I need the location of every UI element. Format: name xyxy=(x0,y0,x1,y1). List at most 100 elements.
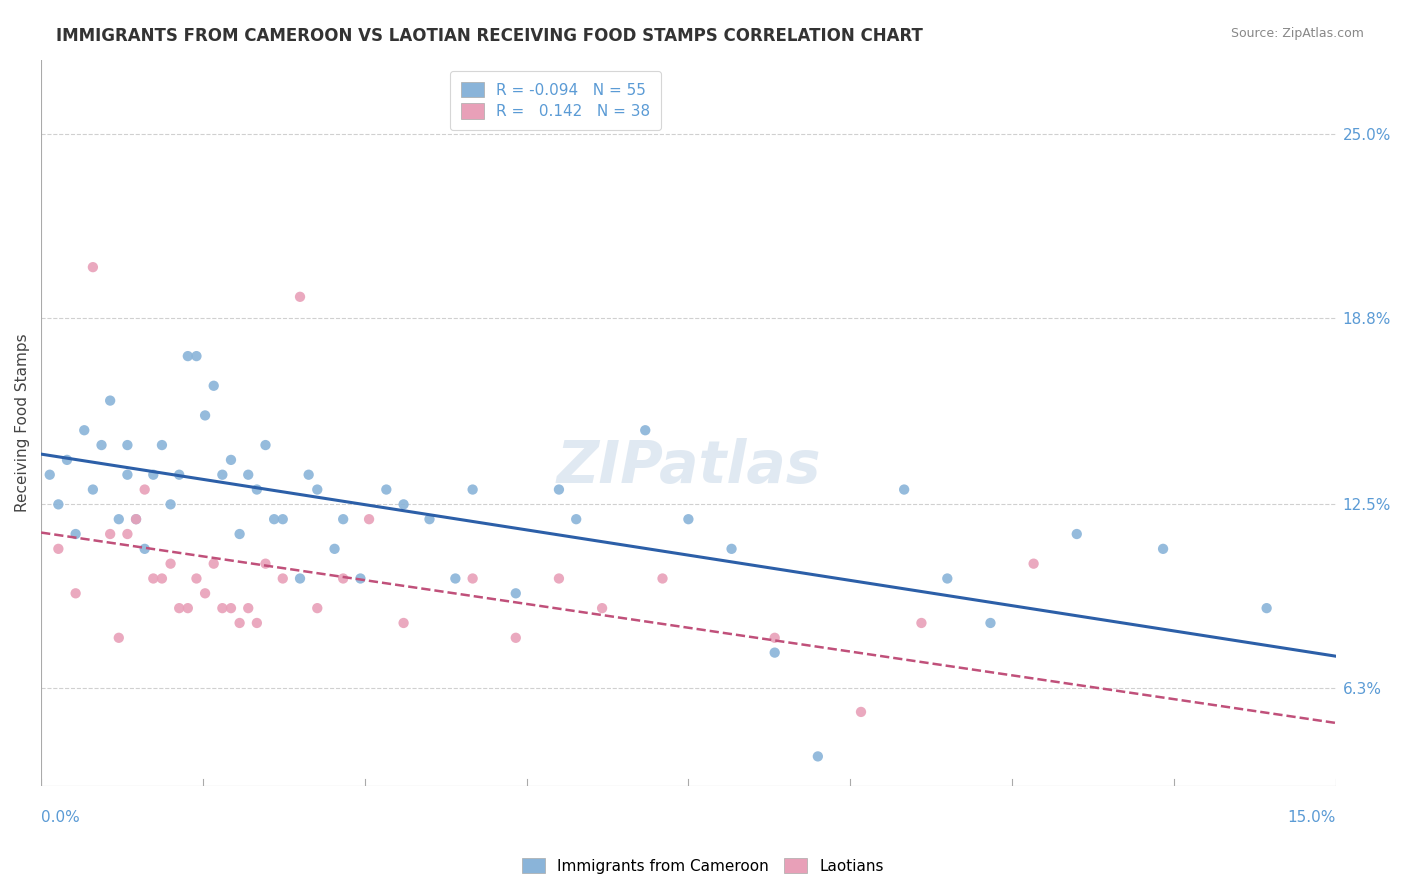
Point xyxy=(271,572,294,586)
Point xyxy=(763,646,786,660)
Point xyxy=(1022,557,1045,571)
Point xyxy=(186,349,208,363)
Point xyxy=(202,378,225,392)
Point xyxy=(125,512,148,526)
Point xyxy=(48,497,70,511)
Point xyxy=(1109,808,1132,822)
Point xyxy=(159,497,181,511)
Point xyxy=(307,483,329,497)
Point xyxy=(246,615,269,630)
Point xyxy=(211,601,233,615)
Point xyxy=(548,483,571,497)
Point xyxy=(117,467,139,482)
Text: 0.0%: 0.0% xyxy=(41,810,80,825)
Point xyxy=(288,572,311,586)
Point xyxy=(38,467,60,482)
Point xyxy=(807,749,830,764)
Point xyxy=(150,438,173,452)
Point xyxy=(159,557,181,571)
Point xyxy=(219,453,242,467)
Point xyxy=(323,541,346,556)
Point xyxy=(107,512,129,526)
Point xyxy=(392,497,415,511)
Point xyxy=(651,572,673,586)
Point xyxy=(82,260,104,275)
Point xyxy=(90,438,112,452)
Legend: Immigrants from Cameroon, Laotians: Immigrants from Cameroon, Laotians xyxy=(516,852,890,880)
Point xyxy=(246,483,269,497)
Point xyxy=(142,467,165,482)
Legend: R = -0.094   N = 55, R =   0.142   N = 38: R = -0.094 N = 55, R = 0.142 N = 38 xyxy=(450,70,661,129)
Point xyxy=(763,631,786,645)
Point xyxy=(117,438,139,452)
Point xyxy=(298,467,321,482)
Point xyxy=(548,572,571,586)
Point xyxy=(202,557,225,571)
Point xyxy=(634,423,657,437)
Point xyxy=(167,467,190,482)
Text: 15.0%: 15.0% xyxy=(1288,810,1336,825)
Text: ZIPatlas: ZIPatlas xyxy=(557,438,821,495)
Point xyxy=(73,423,96,437)
Point xyxy=(1256,601,1278,615)
Point xyxy=(142,572,165,586)
Point xyxy=(177,349,200,363)
Point xyxy=(177,601,200,615)
Point xyxy=(288,290,311,304)
Point xyxy=(936,572,959,586)
Point xyxy=(349,572,371,586)
Point xyxy=(82,483,104,497)
Point xyxy=(565,512,588,526)
Point xyxy=(849,705,872,719)
Point xyxy=(238,601,260,615)
Point xyxy=(720,541,742,556)
Point xyxy=(56,453,79,467)
Point xyxy=(48,541,70,556)
Point xyxy=(271,512,294,526)
Point xyxy=(893,483,915,497)
Point xyxy=(418,512,440,526)
Point xyxy=(332,512,354,526)
Point xyxy=(461,483,484,497)
Point xyxy=(194,409,217,423)
Point xyxy=(117,527,139,541)
Point xyxy=(65,527,87,541)
Point xyxy=(505,586,527,600)
Point xyxy=(125,512,148,526)
Point xyxy=(444,572,467,586)
Point xyxy=(228,615,250,630)
Point xyxy=(186,572,208,586)
Point xyxy=(1152,541,1174,556)
Point xyxy=(65,586,87,600)
Point xyxy=(238,467,260,482)
Point xyxy=(167,601,190,615)
Point xyxy=(228,527,250,541)
Point xyxy=(1066,527,1088,541)
Point xyxy=(307,601,329,615)
Point xyxy=(979,615,1001,630)
Text: Source: ZipAtlas.com: Source: ZipAtlas.com xyxy=(1230,27,1364,40)
Point xyxy=(461,572,484,586)
Point xyxy=(678,512,700,526)
Point xyxy=(332,572,354,586)
Point xyxy=(392,615,415,630)
Point xyxy=(910,615,932,630)
Point xyxy=(505,631,527,645)
Point xyxy=(357,512,380,526)
Point xyxy=(107,631,129,645)
Point xyxy=(134,483,156,497)
Point xyxy=(219,601,242,615)
Point xyxy=(1308,794,1330,808)
Point xyxy=(98,393,121,408)
Point xyxy=(263,512,285,526)
Y-axis label: Receiving Food Stamps: Receiving Food Stamps xyxy=(15,334,30,512)
Text: IMMIGRANTS FROM CAMEROON VS LAOTIAN RECEIVING FOOD STAMPS CORRELATION CHART: IMMIGRANTS FROM CAMEROON VS LAOTIAN RECE… xyxy=(56,27,924,45)
Point xyxy=(375,483,398,497)
Point xyxy=(134,541,156,556)
Point xyxy=(254,438,277,452)
Point xyxy=(194,586,217,600)
Point xyxy=(150,572,173,586)
Point xyxy=(254,557,277,571)
Point xyxy=(211,467,233,482)
Point xyxy=(591,601,613,615)
